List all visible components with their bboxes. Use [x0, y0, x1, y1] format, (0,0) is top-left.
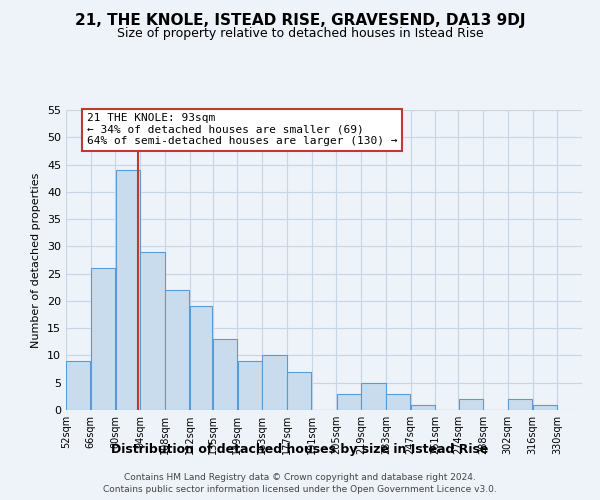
Bar	[66, 361, 91, 410]
Text: 21, THE KNOLE, ISTEAD RISE, GRAVESEND, DA13 9DJ: 21, THE KNOLE, ISTEAD RISE, GRAVESEND, D…	[75, 12, 525, 28]
Text: Distribution of detached houses by size in Istead Rise: Distribution of detached houses by size …	[112, 442, 488, 456]
Y-axis label: Number of detached properties: Number of detached properties	[31, 172, 41, 348]
Text: 21 THE KNOLE: 93sqm
← 34% of detached houses are smaller (69)
64% of semi-detach: 21 THE KNOLE: 93sqm ← 34% of detached ho…	[86, 113, 397, 146]
Bar	[337, 394, 361, 410]
Bar	[262, 356, 287, 410]
Bar	[287, 372, 311, 410]
Bar	[508, 399, 532, 410]
Text: Contains HM Land Registry data © Crown copyright and database right 2024.: Contains HM Land Registry data © Crown c…	[124, 472, 476, 482]
Bar	[386, 394, 410, 410]
Bar	[361, 382, 386, 410]
Bar	[116, 170, 140, 410]
Text: Size of property relative to detached houses in Istead Rise: Size of property relative to detached ho…	[116, 28, 484, 40]
Text: Contains public sector information licensed under the Open Government Licence v3: Contains public sector information licen…	[103, 485, 497, 494]
Bar	[91, 268, 115, 410]
Bar	[140, 252, 164, 410]
Bar	[238, 361, 262, 410]
Bar	[458, 399, 483, 410]
Bar	[533, 404, 557, 410]
Bar	[190, 306, 212, 410]
Bar	[165, 290, 190, 410]
Bar	[411, 404, 435, 410]
Bar	[213, 339, 237, 410]
